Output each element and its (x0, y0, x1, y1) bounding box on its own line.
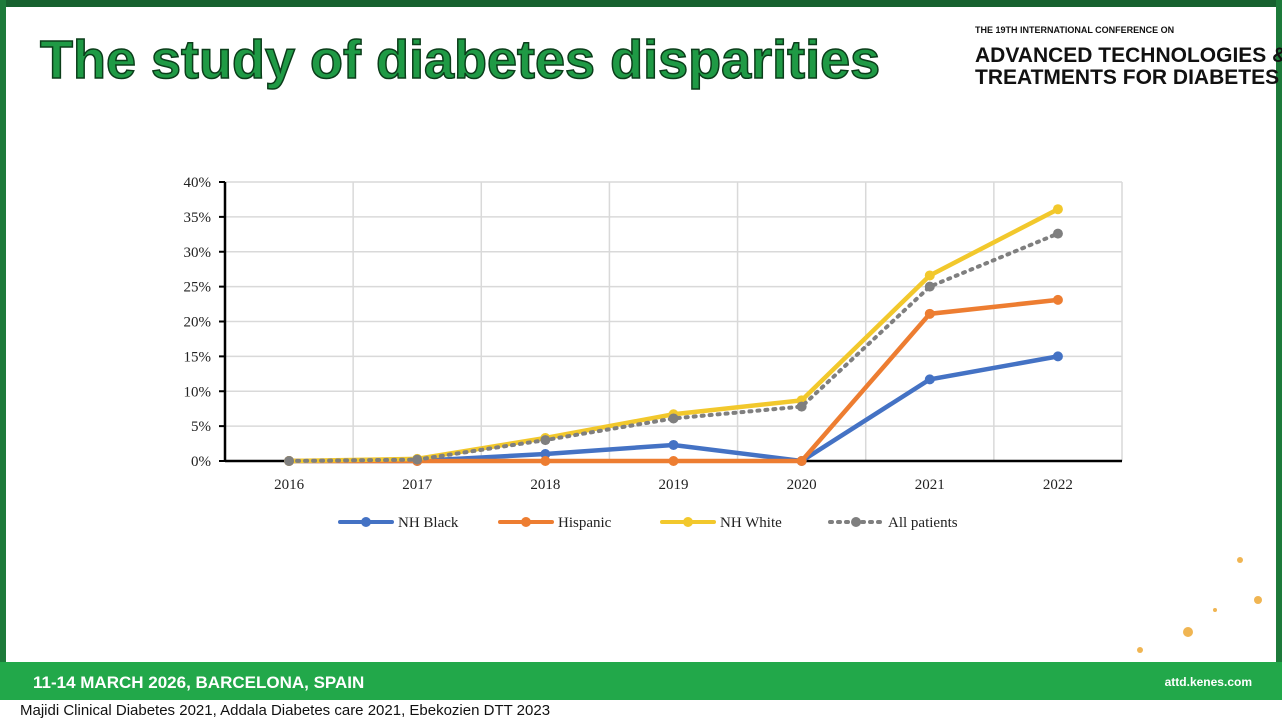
legend-label: Hispanic (558, 515, 612, 531)
legend-marker (361, 517, 371, 527)
marker (924, 281, 935, 292)
conference-line: THE 19TH INTERNATIONAL CONFERENCE ON (975, 25, 1174, 35)
x-tick-label: 2016 (274, 477, 305, 493)
x-tick-label: 2019 (659, 477, 689, 493)
marker (1052, 351, 1063, 362)
logo-line: ADVANCED TECHNOLOGIES & (975, 44, 1282, 67)
legend-marker (521, 517, 531, 527)
logo-line: TREATMENTS FOR DIABETES (975, 66, 1279, 89)
y-tick-label: 35% (184, 210, 212, 226)
y-tick-label: 30% (184, 245, 212, 261)
y-tick-label: 10% (184, 384, 212, 400)
x-tick-label: 2017 (402, 477, 433, 493)
marker (924, 374, 935, 385)
slide-title: The study of diabetes disparities (40, 30, 880, 90)
x-tick-label: 2020 (787, 477, 817, 493)
deco-dot (1183, 627, 1193, 637)
x-tick-label: 2018 (530, 477, 560, 493)
x-tick-label: 2021 (915, 477, 945, 493)
marker (1052, 204, 1063, 215)
decoration (1137, 557, 1262, 653)
chart: 0% 5% 10% 15% 20% 25% 30% 35% 40% 2016 2017 2018 201… (184, 175, 1123, 531)
y-tick-label: 15% (184, 349, 212, 365)
legend-label: All patients (888, 515, 958, 531)
legend-label: NH Black (398, 515, 459, 531)
marker (1052, 294, 1063, 305)
top-band (0, 0, 1282, 7)
marker (284, 456, 295, 466)
deco-dot (1213, 608, 1217, 612)
x-tick-label: 2022 (1043, 477, 1073, 493)
y-tick-label: 5% (191, 419, 211, 435)
marker (668, 413, 679, 424)
marker (412, 454, 423, 465)
marker (1052, 228, 1063, 239)
footer-band (0, 662, 1282, 700)
legend-marker (851, 517, 861, 527)
marker (924, 308, 935, 319)
y-tick-label: 25% (184, 280, 212, 296)
deco-dot (1237, 557, 1243, 563)
marker (668, 456, 679, 466)
right-band (1276, 0, 1282, 700)
deco-dot (1254, 596, 1262, 604)
deco-dot (1137, 647, 1143, 653)
y-tick-label: 20% (184, 315, 212, 331)
citation: Majidi Clinical Diabetes 2021, Addala Di… (20, 702, 550, 719)
y-tick-label: 0% (191, 454, 211, 470)
footer-event: 11-14 MARCH 2026, BARCELONA, SPAIN (33, 673, 364, 692)
marker (540, 456, 551, 466)
legend-marker (683, 517, 693, 527)
footer-website: attd.kenes.com (1165, 675, 1252, 689)
legend-label: NH White (720, 515, 782, 531)
left-band (0, 0, 6, 700)
marker (924, 270, 935, 281)
marker (540, 435, 551, 446)
y-tick-label: 40% (184, 175, 212, 191)
marker (796, 401, 807, 412)
marker (668, 439, 679, 450)
marker (796, 456, 807, 466)
marker (540, 449, 551, 460)
